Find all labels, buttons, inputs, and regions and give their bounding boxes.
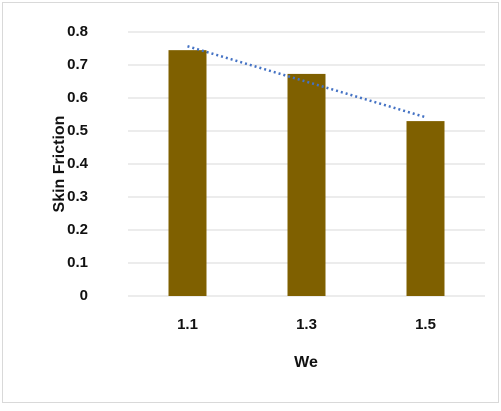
y-tick-label: 0.2 — [67, 221, 88, 238]
bar — [287, 73, 326, 296]
y-tick-label: 0.8 — [67, 23, 88, 40]
y-tick-label: 0.6 — [67, 89, 88, 106]
x-tick-label: 1.1 — [177, 316, 198, 333]
x-tick-label: 1.3 — [296, 316, 317, 333]
x-axis-title: We — [294, 354, 318, 371]
x-tick-label: 1.5 — [415, 316, 436, 333]
bar — [168, 50, 207, 297]
y-tick-label: 0.1 — [67, 254, 88, 271]
y-tick-label: 0.4 — [67, 155, 89, 172]
y-tick-label: 0.3 — [67, 188, 88, 205]
y-tick-label: 0.5 — [67, 122, 88, 139]
y-axis-title: Skin Friction — [51, 116, 68, 213]
trendline — [187, 45, 426, 119]
y-tick-label: 0 — [80, 287, 88, 304]
y-tick-label: 0.7 — [67, 56, 88, 73]
bar — [406, 121, 445, 296]
